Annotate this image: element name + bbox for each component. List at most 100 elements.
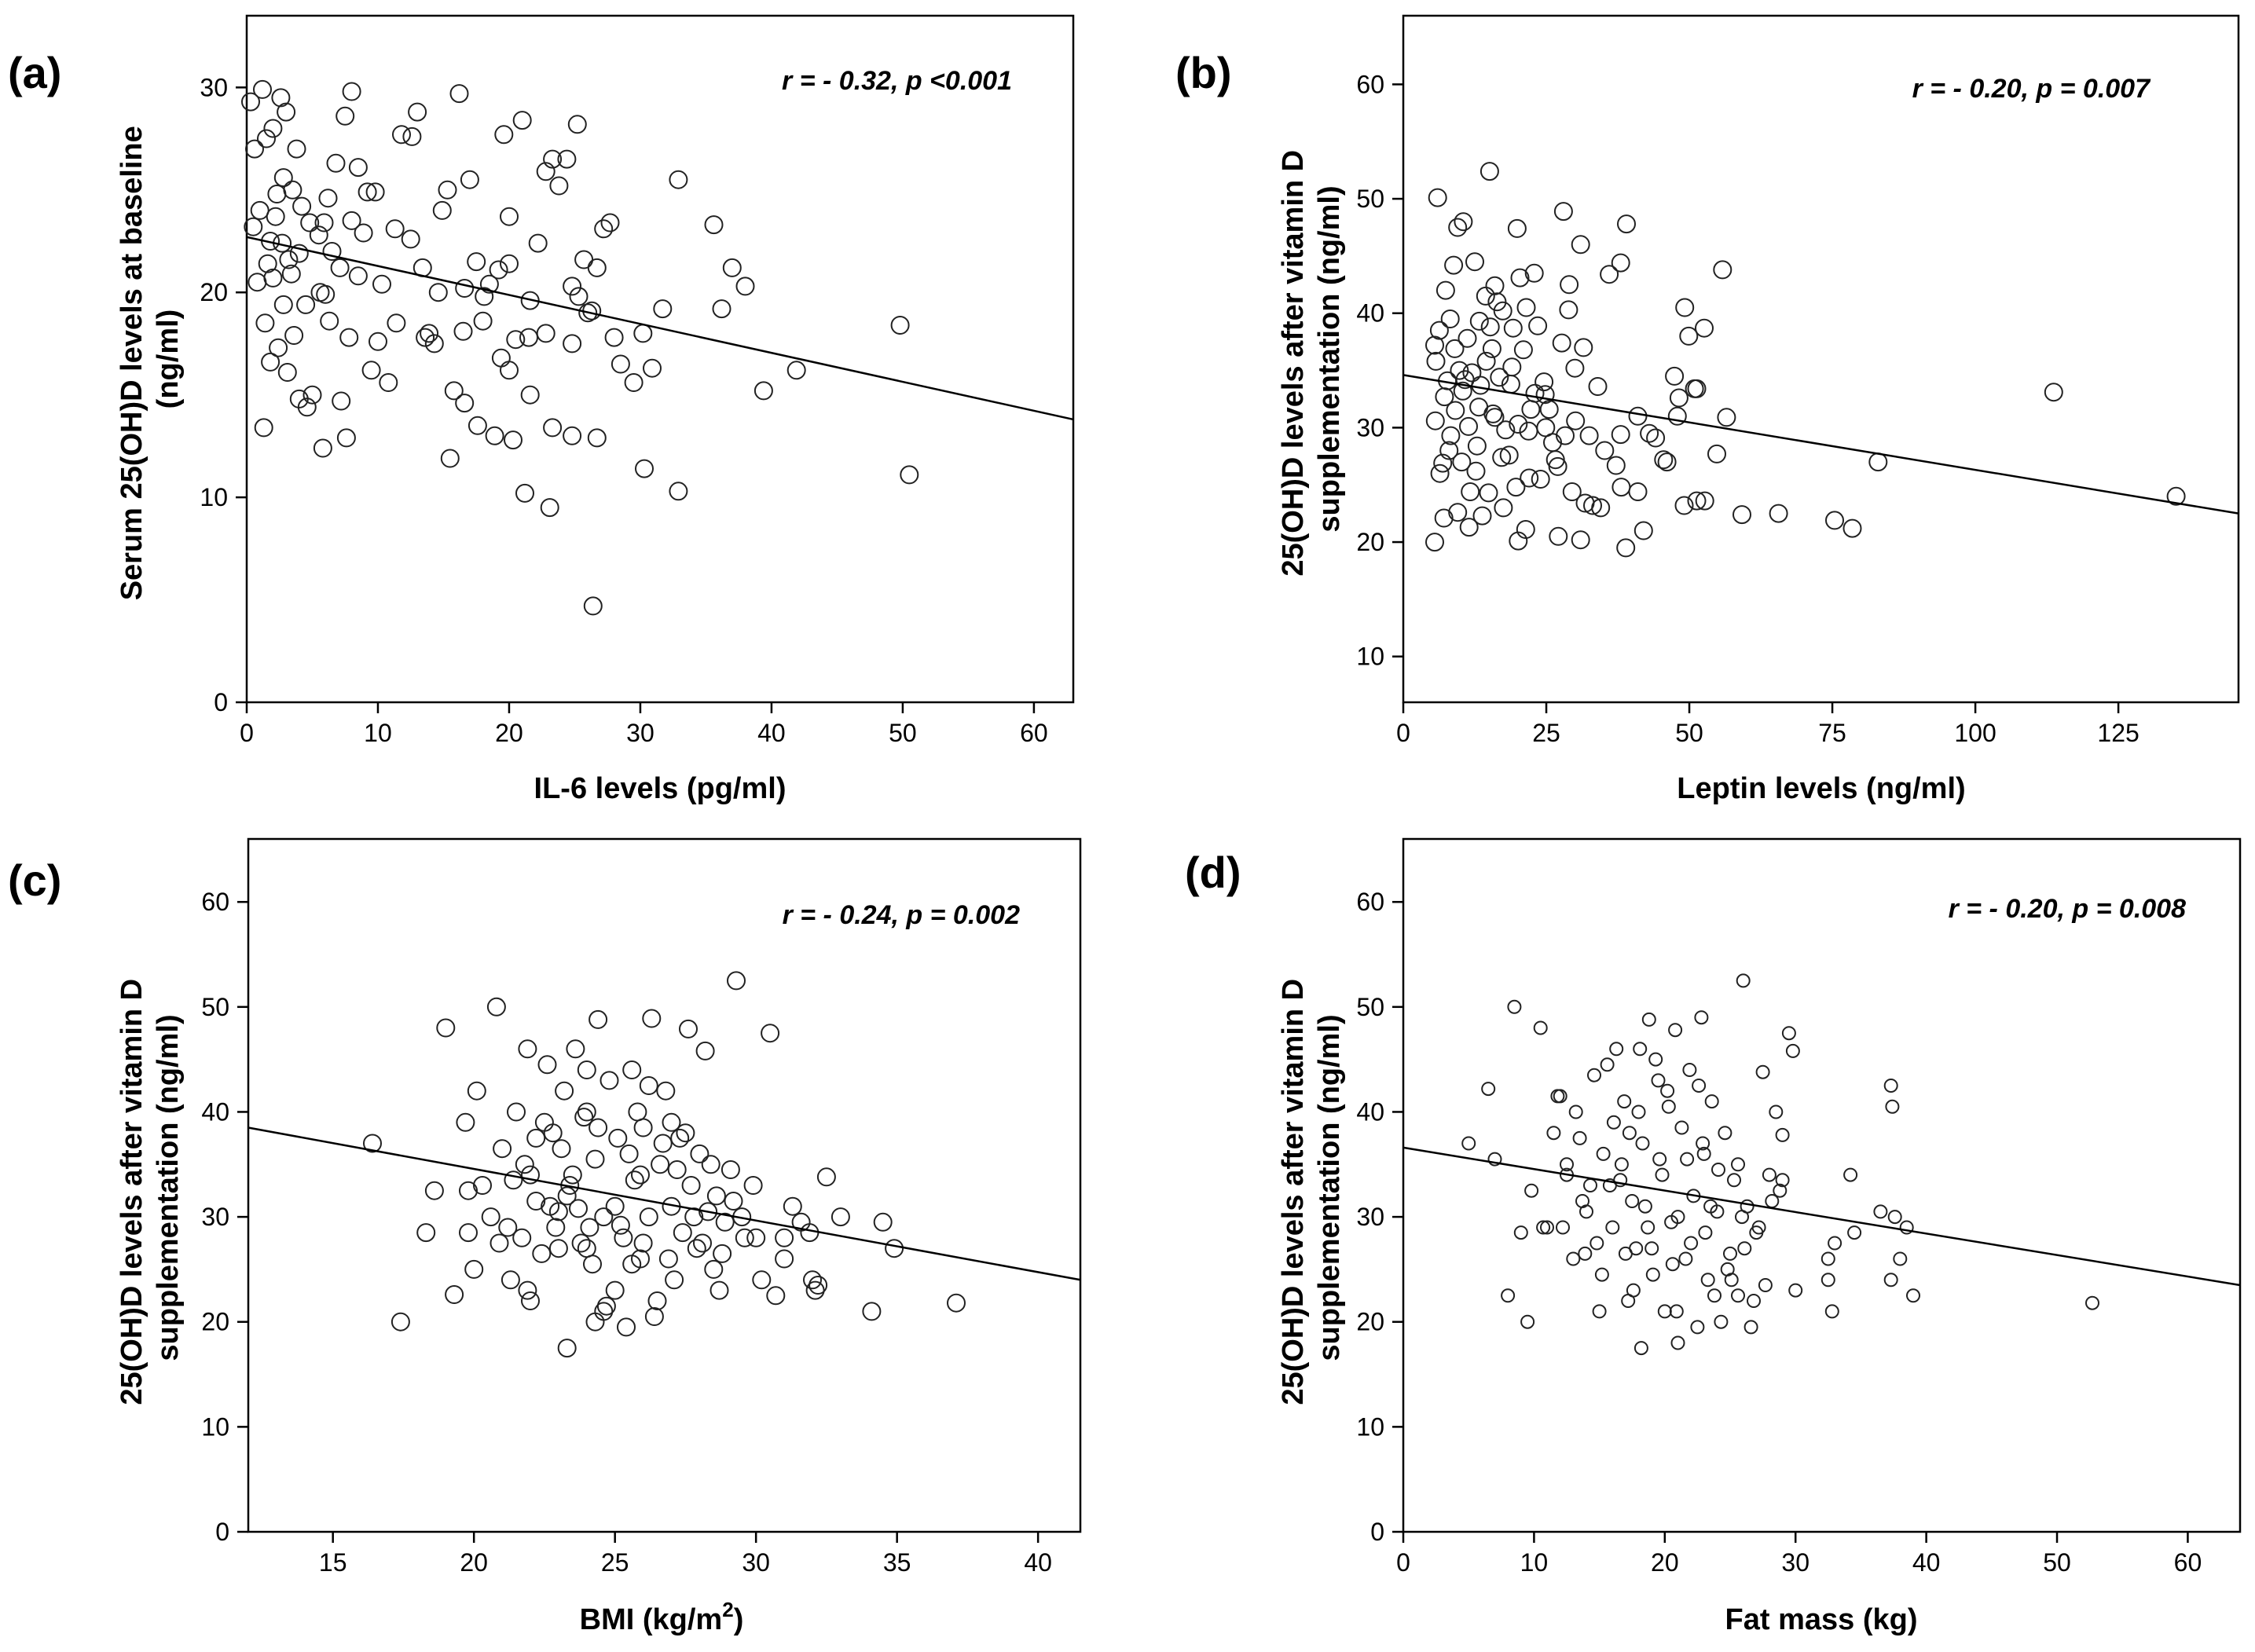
data-point-a-20 xyxy=(342,82,361,101)
data-point-c-52 xyxy=(681,1176,701,1195)
data-point-c-111 xyxy=(594,1207,614,1227)
data-point-a-59 xyxy=(489,260,508,280)
data-point-d-91 xyxy=(1590,1236,1604,1251)
data-point-c-6 xyxy=(456,1112,475,1132)
points-b xyxy=(1425,162,2186,558)
y-tick-label-b-30: 30 xyxy=(1356,413,1384,441)
data-point-c-44 xyxy=(647,1291,667,1310)
data-point-c-93 xyxy=(639,1076,658,1095)
data-point-d-53 xyxy=(1723,1246,1737,1261)
panel-a: (a) r = - 0.32, p <0.001 IL-6 levels (pg… xyxy=(8,14,1075,805)
x-tick-label-c-25: 25 xyxy=(601,1548,629,1577)
data-point-b-104 xyxy=(1825,511,1844,530)
data-point-a-76 xyxy=(600,213,620,233)
data-point-a-49 xyxy=(424,334,444,353)
data-point-b-62 xyxy=(1595,441,1615,460)
data-point-b-56 xyxy=(1521,400,1541,419)
data-point-c-124 xyxy=(622,1255,642,1274)
data-point-d-79 xyxy=(1883,1273,1898,1288)
data-point-b-7 xyxy=(1436,280,1455,300)
data-point-c-84 xyxy=(724,1192,743,1211)
data-point-b-78 xyxy=(1520,468,1539,488)
data-point-a-124 xyxy=(314,213,334,233)
data-point-b-51 xyxy=(1459,416,1478,436)
data-point-a-75 xyxy=(594,219,614,239)
data-point-a-13 xyxy=(283,180,302,200)
x-axis-label-c-sup: 2 xyxy=(722,1598,733,1621)
data-point-d-69 xyxy=(1828,1236,1842,1251)
data-point-d-70 xyxy=(1843,1167,1858,1182)
data-point-c-7 xyxy=(459,1181,478,1200)
data-point-d-7 xyxy=(1524,1183,1539,1198)
data-point-b-49 xyxy=(1435,387,1454,407)
data-point-c-127 xyxy=(521,1291,540,1310)
data-point-d-58 xyxy=(1744,1320,1758,1335)
data-point-c-115 xyxy=(605,1280,625,1300)
data-point-b-50 xyxy=(1446,401,1465,420)
data-point-c-11 xyxy=(486,997,506,1016)
data-point-c-46 xyxy=(656,1081,676,1101)
data-point-b-112 xyxy=(1525,383,1545,403)
data-point-a-29 xyxy=(261,352,280,372)
data-point-d-47 xyxy=(1696,1146,1711,1161)
data-point-b-127 xyxy=(1461,482,1480,501)
data-point-c-67 xyxy=(775,1249,794,1269)
data-point-b-84 xyxy=(1612,478,1631,497)
data-point-a-57 xyxy=(473,311,493,331)
data-point-d-54 xyxy=(1727,1173,1741,1188)
x-tick-label-c-35: 35 xyxy=(883,1548,911,1577)
data-point-c-45 xyxy=(651,1155,670,1174)
data-point-a-121 xyxy=(332,391,351,411)
data-point-b-89 xyxy=(1425,533,1444,552)
data-point-a-17 xyxy=(318,189,338,208)
data-point-b-39 xyxy=(1476,351,1496,371)
data-point-d-106 xyxy=(1707,1288,1722,1303)
y-tick-label-c-10: 10 xyxy=(201,1412,229,1441)
data-point-c-53 xyxy=(687,1239,706,1258)
data-point-d-93 xyxy=(1617,1094,1632,1109)
data-point-c-91 xyxy=(534,1112,554,1132)
data-point-b-29 xyxy=(1528,316,1548,335)
y-tick-label-d-0: 0 xyxy=(1370,1518,1384,1546)
y-tick-label-c-60: 60 xyxy=(201,888,229,916)
y-axis-label-c-line1: 25(OH)D levels after vitamin D xyxy=(116,979,148,1405)
data-point-c-126 xyxy=(585,1312,605,1331)
y-axis-label-b-line1: 25(OH)D levels after vitamin D xyxy=(1277,150,1310,577)
data-point-b-101 xyxy=(1695,491,1714,511)
data-point-a-112 xyxy=(563,277,582,296)
x-tick-label-a-20: 20 xyxy=(495,719,523,747)
data-point-c-37 xyxy=(617,1317,636,1337)
data-point-b-90 xyxy=(1434,508,1454,528)
data-point-a-114 xyxy=(453,321,473,341)
data-point-a-3 xyxy=(257,129,276,148)
data-point-b-44 xyxy=(1565,358,1585,378)
data-point-c-81 xyxy=(546,1218,566,1237)
data-point-b-115 xyxy=(1441,426,1461,445)
data-point-b-53 xyxy=(1483,404,1503,423)
data-point-a-94 xyxy=(635,459,654,478)
data-point-b-23 xyxy=(1458,328,1477,348)
data-point-a-37 xyxy=(330,258,350,277)
data-point-a-7 xyxy=(287,139,306,159)
data-point-a-6 xyxy=(277,102,296,122)
data-point-b-99 xyxy=(1616,538,1636,558)
ticks-a: 0 10 20 30 40 50 60 0 10 20 30 xyxy=(200,73,1047,747)
data-point-d-43 xyxy=(1682,1063,1697,1077)
points-c xyxy=(363,971,966,1358)
x-axis-label-c-tail: ) xyxy=(734,1603,744,1636)
data-point-c-83 xyxy=(676,1123,695,1143)
data-point-c-59 xyxy=(715,1212,735,1232)
data-point-b-54 xyxy=(1496,420,1516,440)
data-point-a-77 xyxy=(610,354,630,374)
data-point-c-57 xyxy=(704,1259,724,1279)
data-point-d-20 xyxy=(1592,1304,1607,1319)
fit-line-a xyxy=(246,236,1074,421)
data-point-d-39 xyxy=(1668,1023,1683,1038)
data-point-d-32 xyxy=(1641,1012,1656,1027)
data-point-d-116 xyxy=(1711,1163,1725,1177)
data-point-d-73 xyxy=(1883,1079,1898,1093)
x-tick-label-d-30: 30 xyxy=(1781,1548,1810,1577)
data-point-d-49 xyxy=(1704,1094,1719,1109)
data-point-b-35 xyxy=(1426,351,1446,371)
data-point-b-70 xyxy=(1717,408,1736,427)
